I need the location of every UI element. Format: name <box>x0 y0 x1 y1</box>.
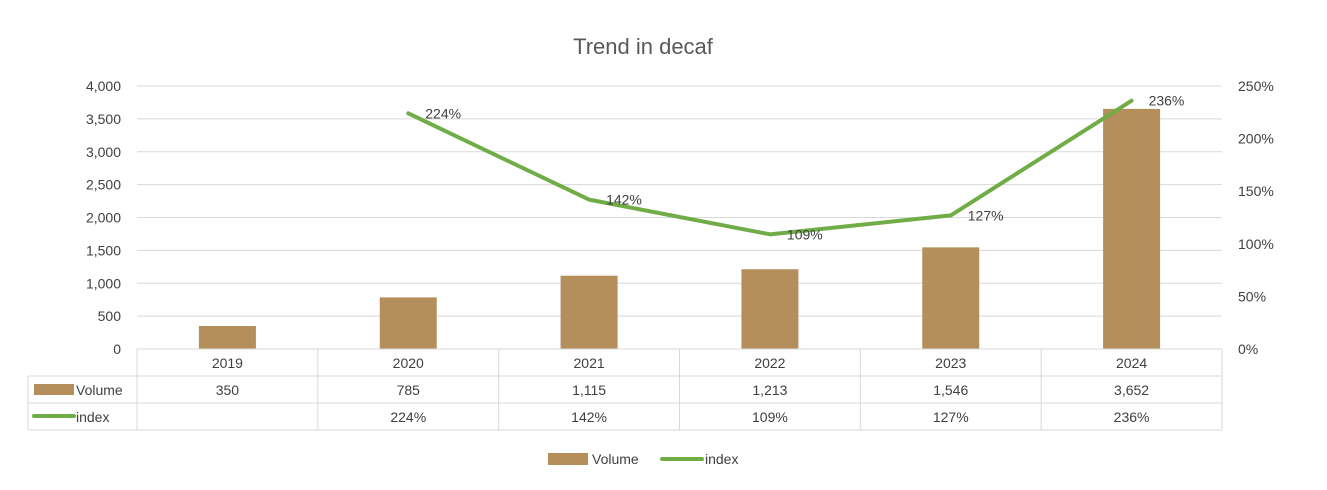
table-cell-index: 224% <box>390 409 426 425</box>
bar-volume-2020 <box>379 297 437 349</box>
index-line <box>406 98 1134 237</box>
legend-volume-swatch <box>548 453 588 465</box>
y-left-tick-label: 500 <box>98 308 122 324</box>
y-right-tick-label: 150% <box>1238 183 1274 199</box>
legend-volume-label: Volume <box>592 451 639 467</box>
table-cell-index: 142% <box>571 409 607 425</box>
chart-title: Trend in decaf <box>573 34 714 59</box>
x-tick-label: 2020 <box>393 355 424 371</box>
index-data-label: 236% <box>1149 93 1185 109</box>
table-volume-key <box>34 384 74 395</box>
bars <box>198 108 1161 349</box>
table-cell-volume: 350 <box>216 382 240 398</box>
table-cell-index: 109% <box>752 409 788 425</box>
y-right-tick-label: 100% <box>1238 236 1274 252</box>
bar-volume-2022 <box>741 269 799 349</box>
bar-volume-2021 <box>560 275 618 349</box>
bar-volume-2019 <box>198 325 256 349</box>
table-cell-volume: 785 <box>397 382 421 398</box>
y-right-tick-label: 200% <box>1238 131 1274 147</box>
y-left-tick-label: 1,000 <box>86 275 121 291</box>
table-row-label: index <box>76 409 109 425</box>
legend-index-label: index <box>705 451 738 467</box>
axes: 0 500 1,000 1,500 2,000 2,500 3,000 3,500 4,000 0… <box>86 78 1274 357</box>
data-table: 2019 2020 2021 2022 2023 2024 Volume index 350 78… <box>27 348 1223 431</box>
x-tick-label: 2022 <box>754 355 785 371</box>
gridlines <box>137 85 1222 317</box>
y-right-tick-label: 250% <box>1238 78 1274 94</box>
bar-volume-2024 <box>1103 108 1161 349</box>
y-left-tick-label: 2,000 <box>86 210 121 226</box>
table-cell-index: 127% <box>933 409 969 425</box>
index-data-label: 142% <box>606 192 642 208</box>
table-cell-index: 236% <box>1114 409 1150 425</box>
x-tick-label: 2021 <box>574 355 605 371</box>
y-left-tick-label: 0 <box>113 341 121 357</box>
index-data-label: 109% <box>787 226 823 242</box>
table-row-label: Volume <box>76 382 123 398</box>
y-left-tick-label: 3,000 <box>86 144 121 160</box>
y-right-tick-label: 0% <box>1238 341 1258 357</box>
bar-volume-2023 <box>922 247 980 349</box>
table-cell-volume: 3,652 <box>1114 382 1149 398</box>
index-data-label: 224% <box>425 105 461 121</box>
y-left-tick-label: 1,500 <box>86 242 121 258</box>
y-left-tick-label: 2,500 <box>86 177 121 193</box>
x-tick-label: 2023 <box>935 355 966 371</box>
y-right-tick-label: 50% <box>1238 288 1266 304</box>
index-data-label: 127% <box>968 207 1004 223</box>
x-tick-label: 2024 <box>1116 355 1147 371</box>
y-left-tick-label: 4,000 <box>86 78 121 94</box>
y-left-tick-label: 3,500 <box>86 111 121 127</box>
index-line-group: 224% 142% 109% 127% 236% <box>406 93 1185 242</box>
table-cell-volume: 1,115 <box>572 382 606 398</box>
x-tick-label: 2019 <box>212 355 243 371</box>
table-cell-volume: 1,546 <box>933 382 968 398</box>
table-cell-volume: 1,213 <box>752 382 787 398</box>
legend: Volume index <box>548 451 738 467</box>
